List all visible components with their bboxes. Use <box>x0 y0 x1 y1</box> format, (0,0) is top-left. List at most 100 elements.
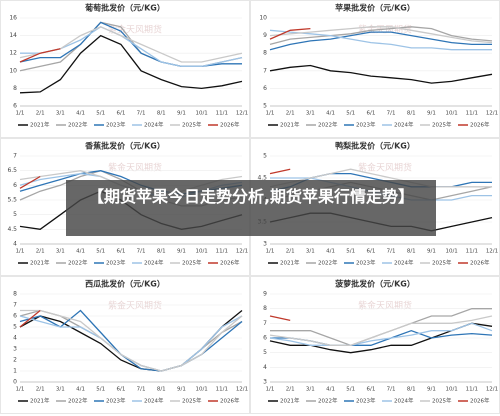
x-tick-label: 2/1 <box>286 111 295 117</box>
y-tick-label: 2 <box>13 357 17 364</box>
x-tick-label: 2/1 <box>36 249 45 255</box>
chart-title: 西瓜批发价（元/KG） <box>85 279 165 289</box>
x-tick-label: 2/1 <box>36 111 45 117</box>
legend-label: 2021年 <box>30 259 50 267</box>
y-tick-label: 5 <box>263 153 267 160</box>
x-tick-label: 5/1 <box>96 111 105 117</box>
x-tick-label: 3/1 <box>56 387 65 393</box>
x-tick-label: 2/1 <box>36 387 45 393</box>
legend-label: 2025年 <box>432 121 452 129</box>
x-tick-label: 11/1 <box>466 249 478 255</box>
chart-panel: 菠萝批发价（元/KG） 紫金天风期货 3 4 5 6 7 8 9 1/1 2/1 3/1 4/1 5/1 6… <box>250 276 500 414</box>
x-tick-label: 9/1 <box>427 387 436 393</box>
chart-panel: 鸭梨批发价（元/KG）紫金天风期货33.544.551/12/13/14/15/… <box>250 138 500 276</box>
y-tick-label: 4.5 <box>7 226 17 233</box>
legend-label: 2026年 <box>220 121 240 129</box>
series-line <box>269 168 291 175</box>
chart-title: 葡萄批发价（元/KG） <box>84 3 165 13</box>
x-tick-label: 8/1 <box>407 249 416 255</box>
chart-title: 香蕉批发价（元/KG） <box>84 141 165 151</box>
x-tick-label: 2/1 <box>286 249 295 255</box>
x-tick-label: 6/1 <box>116 387 125 393</box>
y-tick-label: 3 <box>263 241 267 248</box>
x-tick-label: 1/1 <box>266 387 275 393</box>
legend-label: 2024年 <box>394 121 414 129</box>
x-tick-label: 7/1 <box>137 111 146 117</box>
x-tick-label: 5/1 <box>346 387 355 393</box>
y-tick-label: 3 <box>13 346 17 353</box>
x-tick-label: 3/1 <box>306 387 315 393</box>
y-tick-label: 12 <box>9 50 17 57</box>
chart-title: 菠萝批发价（元/KG） <box>335 279 415 289</box>
legend-label: 2022年 <box>318 259 338 267</box>
y-tick-label: 6 <box>263 85 267 92</box>
x-tick-label: 5/1 <box>96 387 105 393</box>
x-tick-label: 10/1 <box>445 387 457 393</box>
x-tick-label: 6/1 <box>366 111 375 117</box>
x-tick-label: 8/1 <box>407 111 416 117</box>
x-tick-label: 1/1 <box>16 111 25 117</box>
y-tick-label: 7 <box>13 302 17 309</box>
panel-border <box>250 0 500 138</box>
x-tick-label: 8/1 <box>157 111 166 117</box>
series-line <box>269 168 492 188</box>
chart-title: 苹果批发价（元/KG） <box>335 3 415 13</box>
y-tick-label: 1 <box>13 368 17 375</box>
series-line <box>19 309 41 328</box>
y-tick-label: 4.5 <box>257 175 267 182</box>
y-tick-label: 6 <box>13 313 17 320</box>
legend-label: 2024年 <box>144 397 164 405</box>
legend-label: 2025年 <box>432 397 452 405</box>
x-tick-label: 12/1 <box>236 387 248 393</box>
series-line <box>19 175 41 189</box>
y-tick-label: 4 <box>13 335 17 342</box>
series-line <box>269 31 492 51</box>
x-tick-label: 5/1 <box>96 249 105 255</box>
x-tick-label: 10/1 <box>445 249 457 255</box>
x-tick-label: 9/1 <box>177 249 186 255</box>
watermark: 紫金天风期货 <box>358 300 412 312</box>
legend-label: 2025年 <box>182 121 202 129</box>
x-tick-label: 11/1 <box>216 387 228 393</box>
series-line <box>269 322 493 346</box>
x-tick-label: 7/1 <box>137 387 146 393</box>
legend-label: 2026年 <box>470 121 490 129</box>
x-tick-label: 9/1 <box>177 111 186 117</box>
x-tick-label: 4/1 <box>326 111 335 117</box>
y-tick-label: 10 <box>259 15 267 22</box>
x-tick-label: 3/1 <box>56 111 65 117</box>
chart-panel: 西瓜批发价（元/KG） 紫金天风期货 0 1 2 3 4 5 6 7 8 1/1 2/1 3/1 4/1 5/… <box>0 276 250 414</box>
y-tick-label: 4 <box>13 241 17 248</box>
legend-label: 2021年 <box>280 121 300 129</box>
series-line <box>19 48 61 63</box>
x-tick-label: 4/1 <box>326 387 335 393</box>
x-tick-label: 8/1 <box>157 387 166 393</box>
y-tick-label: 8 <box>263 50 267 57</box>
y-tick-label: 8 <box>263 305 267 312</box>
watermark: 紫金天风期货 <box>108 162 162 174</box>
y-tick-label: 6 <box>13 182 17 189</box>
x-tick-label: 4/1 <box>326 249 335 255</box>
y-tick-label: 3 <box>263 379 267 386</box>
legend-label: 2023年 <box>106 259 126 267</box>
x-tick-label: 3/1 <box>306 111 315 117</box>
series-line <box>269 29 492 51</box>
x-tick-label: 4/1 <box>76 111 85 117</box>
legend-label: 2023年 <box>106 397 126 405</box>
x-tick-label: 6/1 <box>116 249 125 255</box>
y-tick-label: 8 <box>13 85 17 92</box>
y-tick-label: 5 <box>13 211 17 218</box>
y-tick-label: 14 <box>9 32 17 39</box>
legend-label: 2022年 <box>318 397 338 405</box>
legend-label: 2022年 <box>68 121 88 129</box>
legend-label: 2024年 <box>144 259 164 267</box>
y-tick-label: 10 <box>9 67 17 74</box>
legend-label: 2021年 <box>30 121 50 129</box>
x-tick-label: 12/1 <box>236 249 248 255</box>
watermark: 紫金天风期货 <box>358 162 412 174</box>
x-tick-label: 8/1 <box>407 387 416 393</box>
legend-label: 2024年 <box>144 121 164 129</box>
y-tick-label: 6 <box>13 103 17 110</box>
x-tick-label: 4/1 <box>76 249 85 255</box>
